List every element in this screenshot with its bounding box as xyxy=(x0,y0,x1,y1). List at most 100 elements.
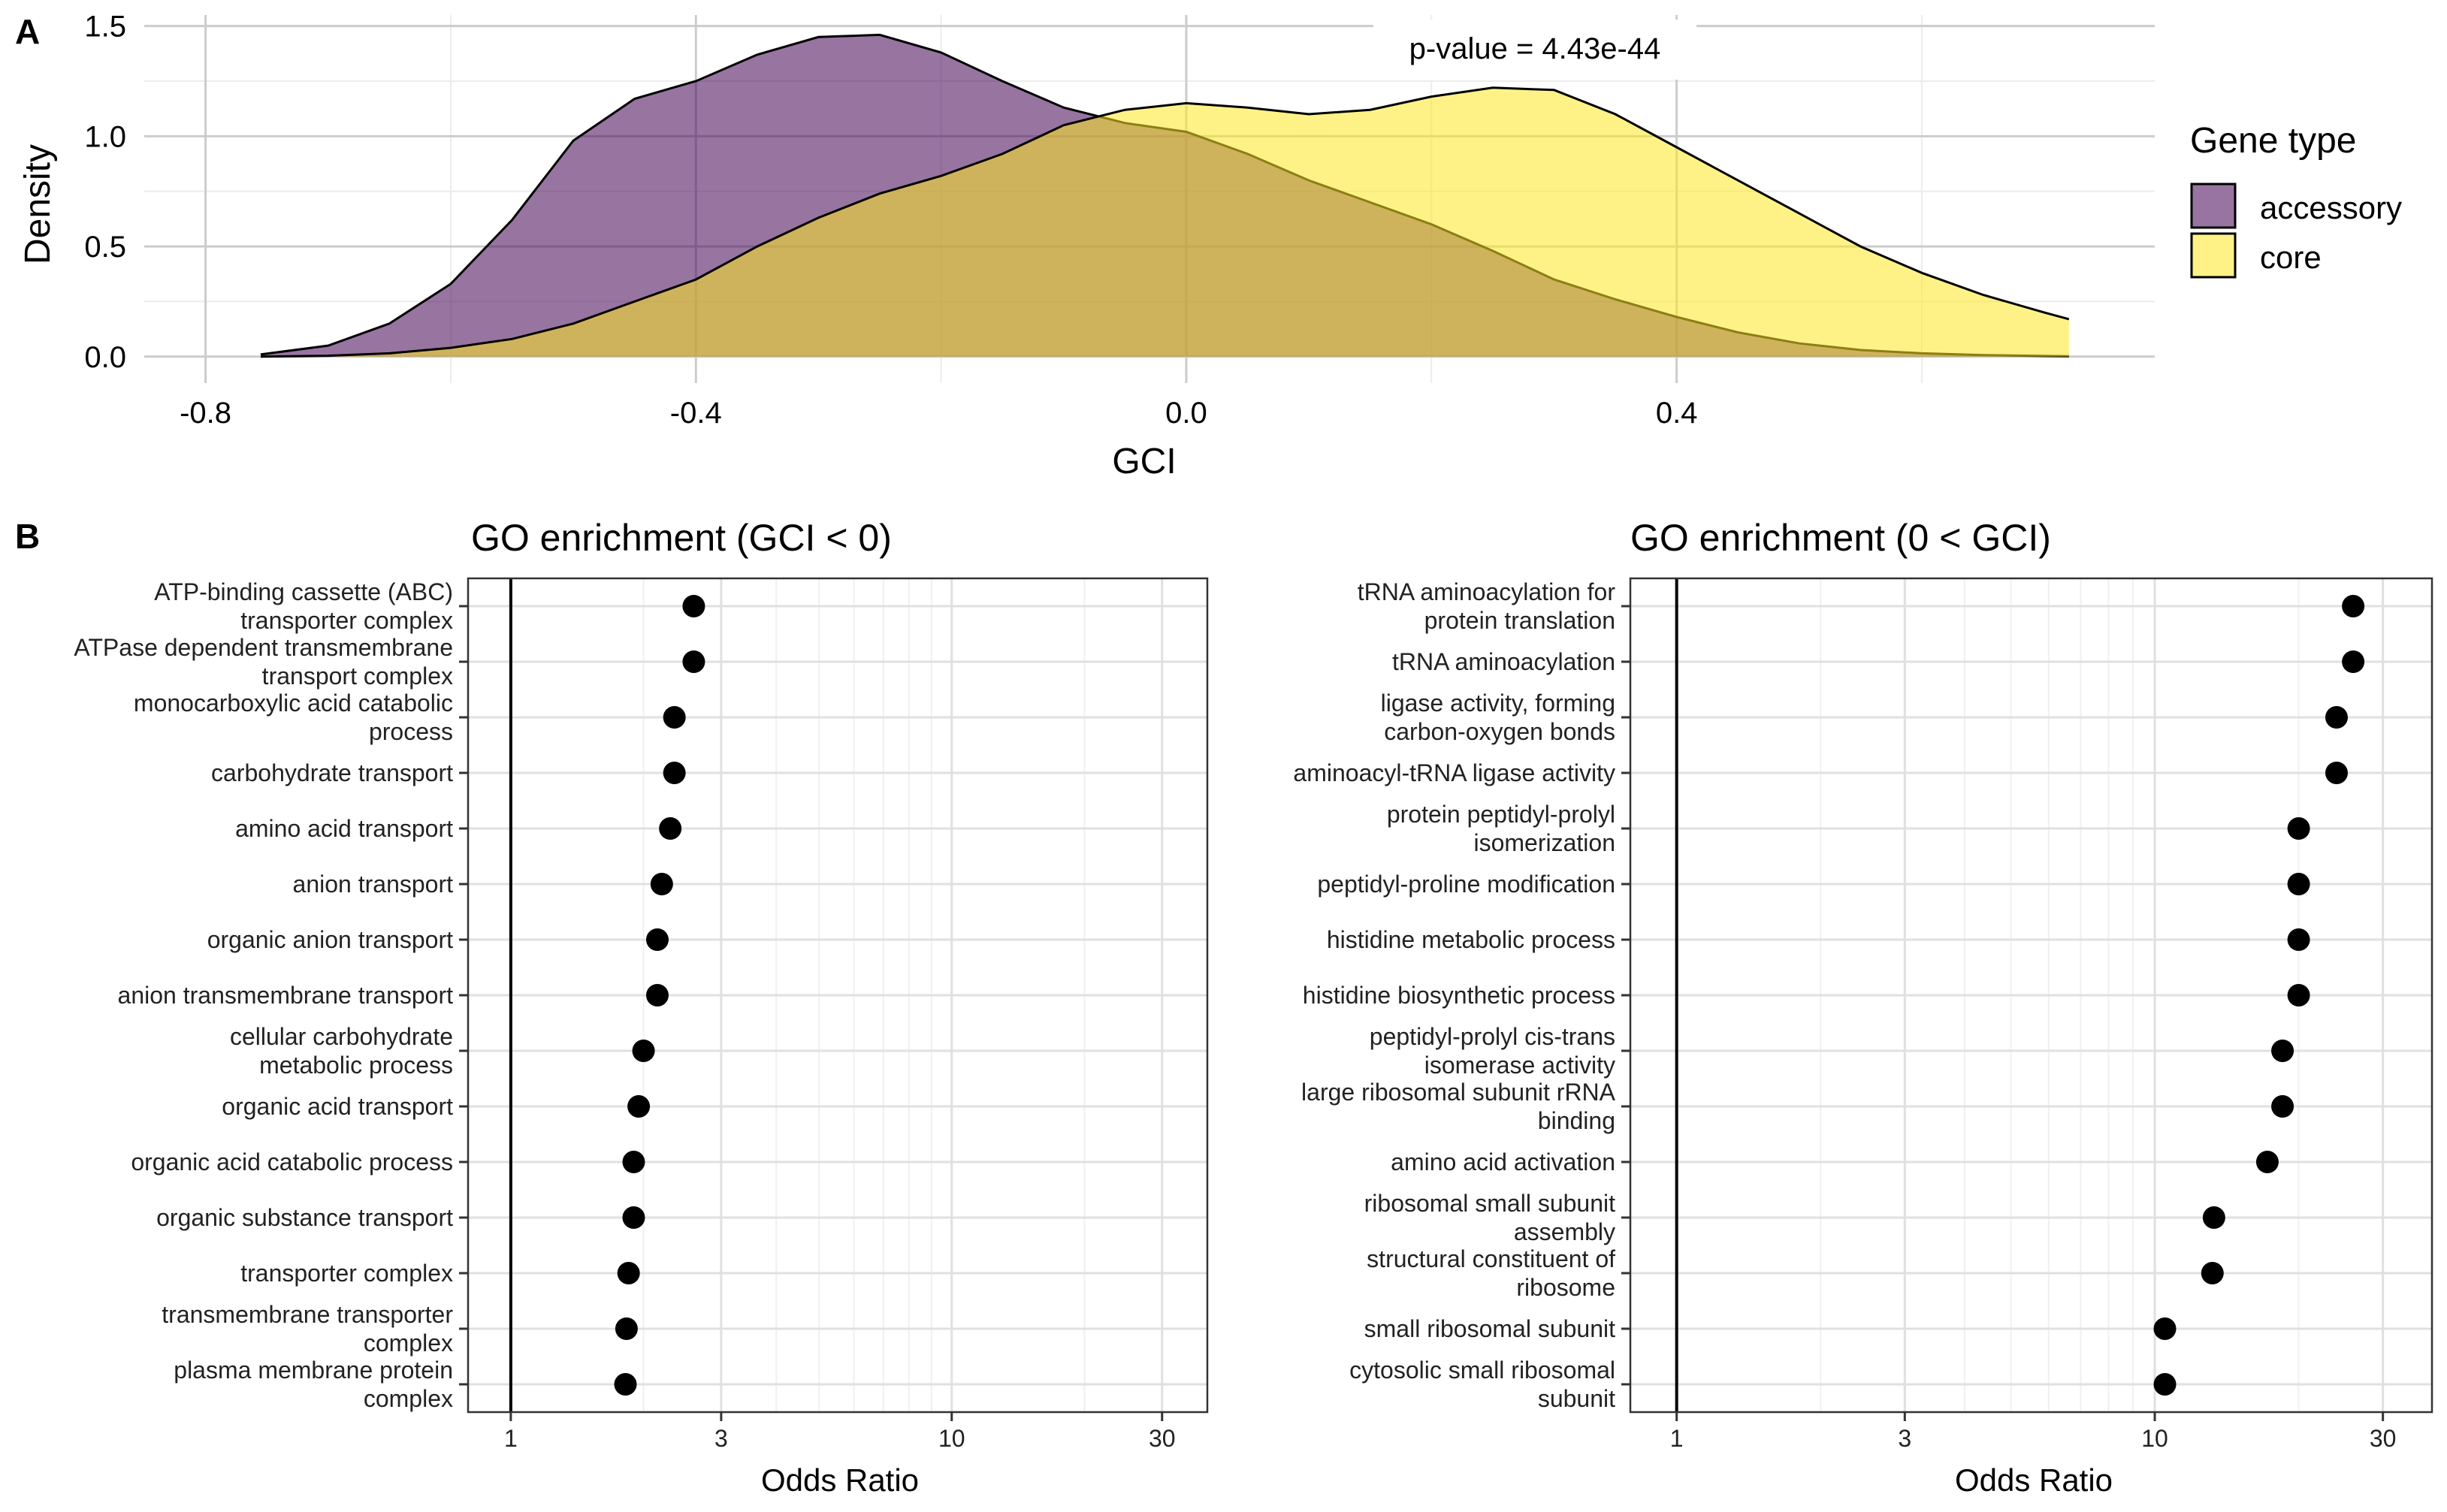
category-label: organic substance transport xyxy=(156,1204,453,1231)
density-x-tick-label: -0.4 xyxy=(670,397,722,430)
x-tick-label: 10 xyxy=(938,1425,965,1452)
category-label: ribosomal small subunit assembly xyxy=(1364,1190,1615,1245)
density-y-tick-label: 0.5 xyxy=(84,231,126,264)
gene-type-legend: Gene type accessory core xyxy=(2190,121,2402,279)
category-label: histidine metabolic process xyxy=(1327,926,1615,953)
density-x-tick-labels: -0.8 -0.4 0.0 0.4 xyxy=(180,397,1697,430)
density-y-tick-label: 1.5 xyxy=(84,11,126,44)
category-label: structural constituent of ribosome xyxy=(1367,1245,1615,1301)
density-curve-core xyxy=(260,86,2070,358)
category-label: histidine biosynthetic process xyxy=(1303,982,1615,1009)
density-y-tick-label: 0.0 xyxy=(84,341,126,374)
density-area-core xyxy=(261,87,2069,357)
go-positive-x-tick-labels: 1 3 10 30 xyxy=(1670,1412,2397,1452)
data-point xyxy=(2271,1095,2294,1118)
x-tick-label: 10 xyxy=(2141,1425,2168,1452)
data-point xyxy=(617,1262,640,1284)
category-label: transporter complex xyxy=(240,1260,453,1287)
data-point xyxy=(2271,1040,2294,1062)
p-value-label-background xyxy=(1373,20,1696,80)
category-label: ATPase dependent transmembrane transport … xyxy=(74,634,453,690)
x-tick-label: 1 xyxy=(504,1425,518,1452)
data-point xyxy=(2287,928,2310,951)
data-point xyxy=(614,1373,637,1396)
density-areas xyxy=(260,33,2070,358)
category-label: protein peptidyl-prolyl isomerization xyxy=(1387,801,1615,856)
category-label: amino acid activation xyxy=(1391,1148,1615,1175)
data-point xyxy=(627,1095,651,1118)
x-tick-label: 3 xyxy=(1898,1425,1911,1452)
data-point xyxy=(2202,1206,2225,1229)
category-label: carbohydrate transport xyxy=(211,759,453,786)
go-enrichment-panel: B GO enrichment (GCI < 0) ATP-binding ca… xyxy=(15,517,2433,1498)
category-label: aminoacyl-tRNA ligase activity xyxy=(1293,759,1615,786)
x-tick-label: 30 xyxy=(2370,1425,2397,1452)
category-label: small ribosomal subunit xyxy=(1364,1315,1615,1342)
data-point xyxy=(650,873,673,895)
category-label: organic acid catabolic process xyxy=(131,1148,453,1175)
category-label: monocarboxylic acid catabolic process xyxy=(134,690,453,745)
data-point xyxy=(2287,817,2310,840)
data-point xyxy=(632,1040,655,1062)
data-point xyxy=(2325,706,2348,729)
density-y-tick-labels: 0.0 0.5 1.0 1.5 xyxy=(84,11,126,374)
data-point xyxy=(622,1151,645,1173)
data-point xyxy=(663,762,686,784)
go-positive-points xyxy=(2153,595,2365,1396)
category-label: large ribosomal subunit rRNA binding xyxy=(1301,1079,1616,1134)
data-point xyxy=(659,817,682,840)
category-label: ATP-binding cassette (ABC) transporter co… xyxy=(154,578,453,634)
p-value-annotation: p-value = 4.43e-44 xyxy=(1409,32,1661,65)
legend-swatch-core xyxy=(2190,232,2237,279)
data-point xyxy=(2153,1373,2177,1396)
density-x-tick-label: 0.4 xyxy=(1656,397,1698,430)
data-point xyxy=(682,595,705,617)
legend-title: Gene type xyxy=(2190,121,2356,161)
data-point xyxy=(645,928,669,951)
data-point xyxy=(2342,595,2365,617)
category-label: transmembrane transporter complex xyxy=(162,1301,453,1357)
category-label: tRNA aminoacylation for protein translati… xyxy=(1358,578,1616,634)
density-x-tick-label: -0.8 xyxy=(180,397,231,430)
data-point xyxy=(2153,1317,2177,1340)
data-point xyxy=(2201,1262,2224,1284)
category-label: ligase activity, forming carbon-oxygen bo… xyxy=(1381,690,1615,745)
category-label: anion transport xyxy=(293,871,454,898)
data-point xyxy=(2255,1151,2279,1173)
legend-swatch-accessory xyxy=(2190,183,2237,229)
category-label: cytosolic small ribosomal subunit xyxy=(1349,1357,1615,1412)
go-positive-category-labels: tRNA aminoacylation for protein translati… xyxy=(1293,578,1630,1412)
density-y-tick-label: 1.0 xyxy=(84,120,126,153)
data-point xyxy=(615,1317,638,1340)
density-y-axis-title: Density xyxy=(18,144,58,264)
data-point xyxy=(2287,984,2310,1006)
density-x-axis-title: GCI xyxy=(1112,442,1176,481)
density-panel: A 0.0 0.5 1.0 1.5 -0.8 -0.4 0.0 0.4 GCI Densit… xyxy=(15,11,2402,481)
category-label: cellular carbohydrate metabolic process xyxy=(230,1023,453,1079)
data-point xyxy=(682,650,705,673)
legend-label-core: core xyxy=(2260,240,2322,275)
data-point xyxy=(622,1206,645,1229)
category-label: peptidyl-prolyl cis-trans isomerase activ… xyxy=(1370,1023,1615,1079)
panel-label-b: B xyxy=(15,517,40,556)
category-label: amino acid transport xyxy=(235,815,453,842)
data-point xyxy=(2287,873,2310,895)
go-negative-x-tick-labels: 1 3 10 30 xyxy=(504,1412,1176,1452)
data-point xyxy=(645,984,669,1006)
category-label: plasma membrane protein complex xyxy=(174,1357,453,1412)
go-positive-x-axis-title: Odds Ratio xyxy=(1955,1462,2113,1498)
panel-label-a: A xyxy=(15,12,40,51)
data-point xyxy=(2342,650,2365,673)
go-negative-x-axis-title: Odds Ratio xyxy=(761,1462,919,1498)
go-positive-grid xyxy=(1629,577,2433,1414)
go-negative-category-labels: ATP-binding cassette (ABC) transporter co… xyxy=(74,578,468,1412)
category-label: peptidyl-proline modification xyxy=(1317,871,1615,898)
category-label: tRNA aminoacylation xyxy=(1392,648,1615,675)
category-label: organic acid transport xyxy=(222,1093,453,1120)
go-negative-grid xyxy=(467,577,1209,1414)
density-x-tick-label: 0.0 xyxy=(1165,397,1207,430)
x-tick-label: 3 xyxy=(714,1425,728,1452)
data-point xyxy=(663,706,686,729)
go-negative-title: GO enrichment (GCI < 0) xyxy=(471,517,892,559)
